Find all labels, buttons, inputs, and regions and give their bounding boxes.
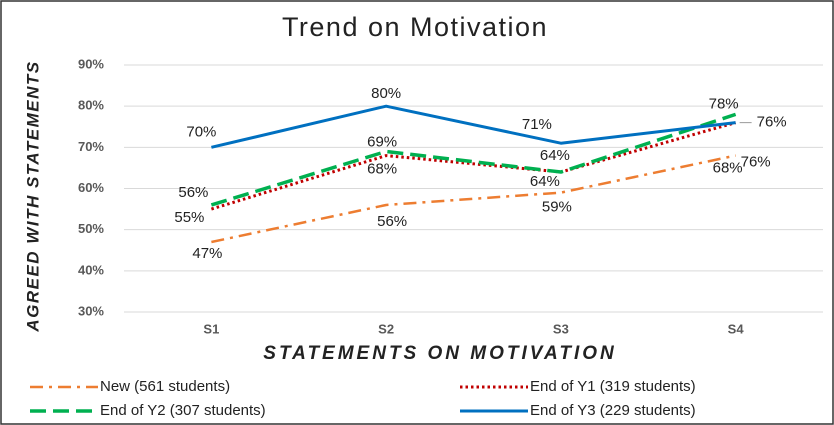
series-line xyxy=(211,154,736,244)
data-label: 70% xyxy=(186,123,216,140)
chart-title: Trend on Motivation xyxy=(282,12,548,42)
x-tick-label: S4 xyxy=(728,321,745,336)
data-label: 64% xyxy=(540,147,570,164)
series-line xyxy=(210,121,737,211)
data-label: 56% xyxy=(178,184,208,201)
x-tick-label: S1 xyxy=(203,321,219,336)
data-label: 76% xyxy=(757,114,787,131)
series-line xyxy=(210,112,737,207)
y-tick-label: 90% xyxy=(78,56,104,71)
data-label: 47% xyxy=(192,245,222,262)
data-label: 71% xyxy=(522,116,552,133)
data-label: 59% xyxy=(542,199,572,216)
data-label: 68% xyxy=(367,161,397,178)
legend-label: End of Y3 (229 students) xyxy=(530,402,696,419)
data-label: 69% xyxy=(367,133,397,150)
x-tick-label: S3 xyxy=(553,321,569,336)
y-tick-label: 60% xyxy=(78,180,104,195)
y-tick-label: 80% xyxy=(78,98,104,113)
series-line xyxy=(211,104,736,149)
data-label: 80% xyxy=(371,85,401,102)
y-tick-label: 50% xyxy=(78,221,104,236)
data-label: 56% xyxy=(377,213,407,230)
data-label: 76% xyxy=(741,154,771,171)
data-label: 68% xyxy=(713,160,743,177)
x-tick-label: S2 xyxy=(378,321,394,336)
data-label: 78% xyxy=(709,95,739,112)
y-tick-label: 40% xyxy=(78,262,104,277)
y-tick-label: 30% xyxy=(78,303,104,318)
data-label: 64% xyxy=(530,173,560,190)
y-tick-label: 70% xyxy=(78,139,104,154)
x-axis-label: STATEMENTS ON MOTIVATION xyxy=(263,343,616,364)
legend-label: End of Y2 (307 students) xyxy=(100,402,266,419)
y-axis-label: AGREED WITH STATEMENTS xyxy=(23,60,42,332)
data-label: 55% xyxy=(174,209,204,226)
legend-label: End of Y1 (319 students) xyxy=(530,378,696,395)
legend-label: New (561 students) xyxy=(100,378,230,395)
